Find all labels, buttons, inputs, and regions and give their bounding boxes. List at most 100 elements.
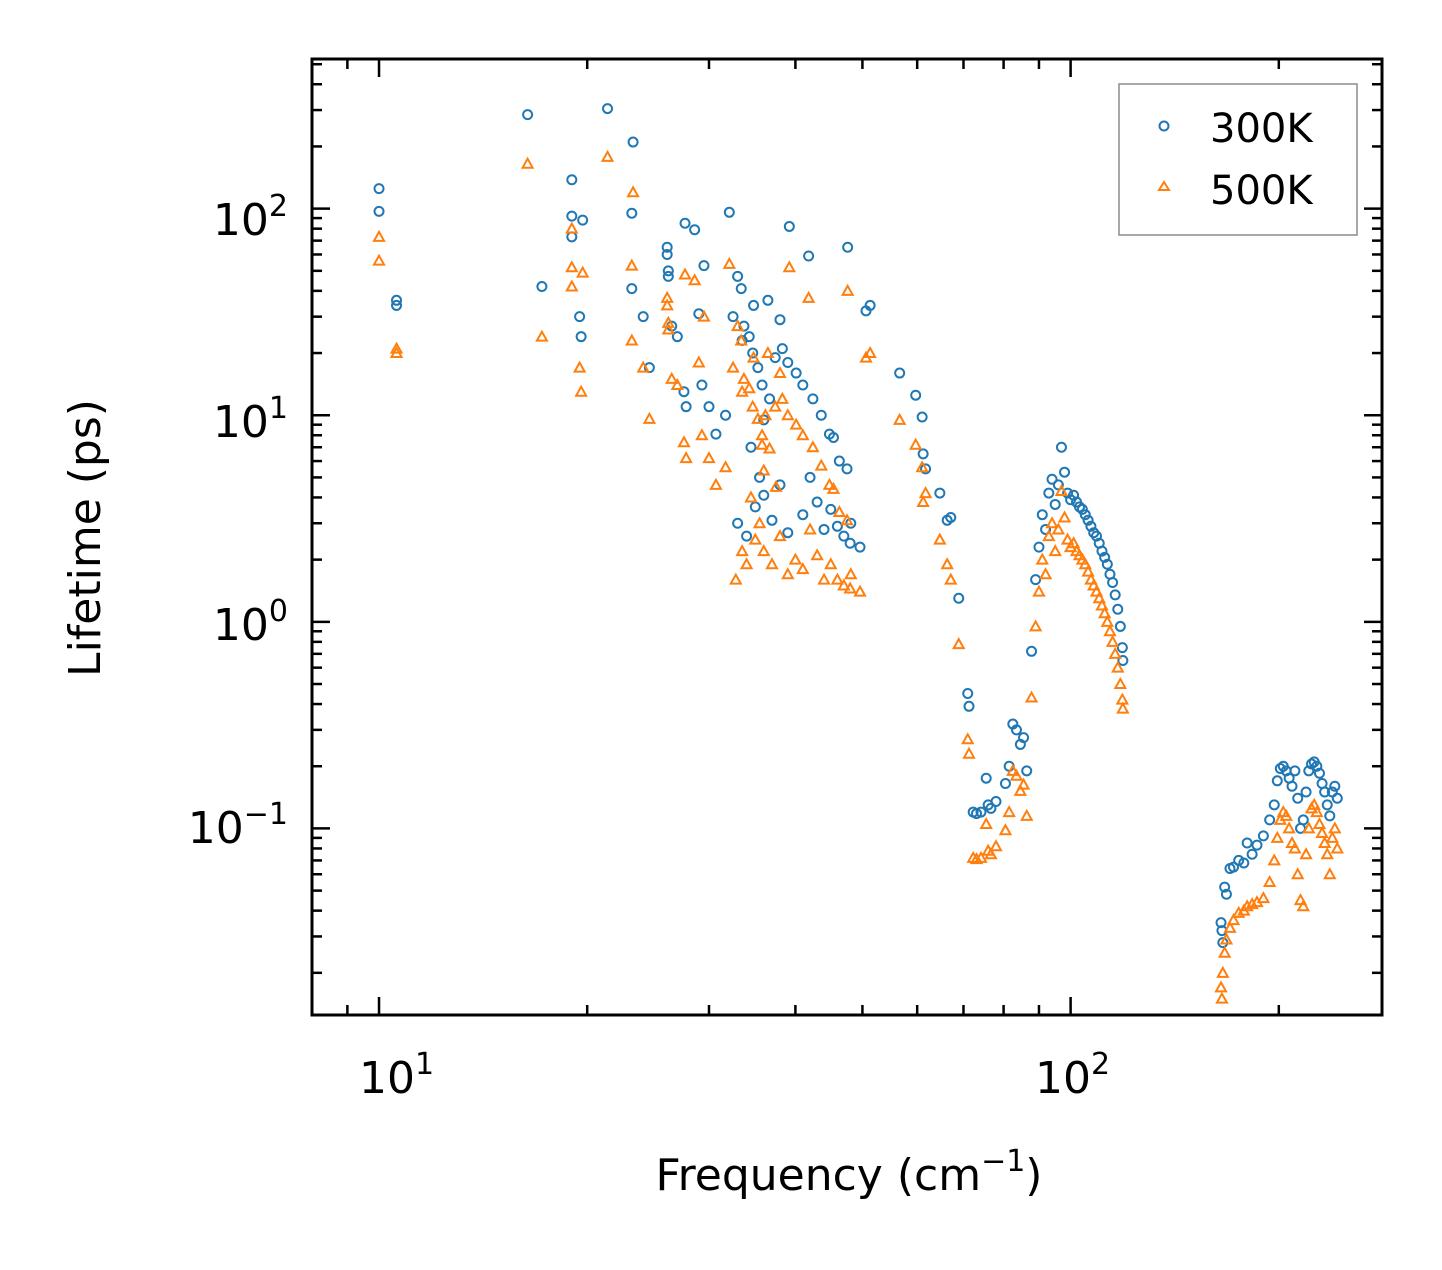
- point-300k-36: [735, 283, 747, 295]
- point-500k-28: [679, 451, 693, 464]
- point-500k-86: [758, 408, 773, 421]
- point-300k-71: [811, 496, 823, 508]
- point-300k-138: [1112, 603, 1124, 615]
- y-tick-label-1: 100: [213, 594, 288, 651]
- point-500k-123: [1054, 483, 1069, 496]
- point-300k-27: [678, 386, 690, 398]
- point-500k-95: [940, 557, 954, 570]
- point-500k-72: [803, 522, 817, 535]
- point-500k-154: [1231, 905, 1246, 918]
- point-300k-112: [1036, 509, 1048, 521]
- point-500k-73: [810, 548, 824, 561]
- point-500k-170: [1293, 893, 1308, 906]
- point-500k-9: [572, 360, 587, 373]
- point-300k-163: [1289, 765, 1301, 777]
- point-500k-168: [1288, 841, 1302, 854]
- point-500k-99: [962, 746, 976, 759]
- point-500k-120: [1045, 516, 1059, 529]
- point-300k-28: [680, 401, 692, 413]
- point-300k-124: [1073, 501, 1085, 513]
- point-300k-139: [1114, 620, 1126, 632]
- point-500k-114: [1024, 690, 1039, 703]
- point-300k-153: [1251, 839, 1263, 851]
- point-500k-172: [1299, 847, 1313, 860]
- point-500k-67: [765, 557, 779, 570]
- point-300k-13: [626, 207, 638, 219]
- point-500k-11: [575, 265, 590, 278]
- point-300k-179: [1331, 792, 1343, 804]
- axis-ticks: [310, 59, 1382, 1015]
- point-500k-162: [1270, 830, 1284, 843]
- y-tick-label-10: 101: [213, 391, 288, 448]
- point-500k-112: [1016, 777, 1031, 790]
- point-500k-57: [844, 567, 858, 580]
- point-300k-86: [916, 411, 928, 423]
- legend-label-500k: 500K: [1210, 168, 1314, 214]
- x-tick-label-10: 101: [359, 1047, 434, 1104]
- point-300k-152: [1246, 848, 1258, 860]
- point-500k-152: [1223, 920, 1237, 933]
- point-500k-66: [757, 544, 771, 557]
- legend-marker-300k: [1158, 120, 1170, 132]
- point-300k-169: [1306, 758, 1317, 770]
- point-500k-113: [1020, 808, 1034, 821]
- point-300k-108: [1021, 765, 1033, 777]
- point-500k-19: [660, 298, 674, 311]
- point-500k-24: [678, 267, 692, 280]
- point-300k-62: [741, 530, 753, 542]
- point-500k-156: [1240, 899, 1254, 912]
- point-300k-93: [962, 687, 974, 699]
- point-500k-171: [1296, 899, 1310, 912]
- point-300k-68: [782, 527, 794, 539]
- point-500k-65: [752, 516, 767, 529]
- point-500k-10: [574, 384, 588, 397]
- point-500k-169: [1291, 867, 1305, 880]
- point-500k-157: [1245, 897, 1259, 910]
- point-500k-144: [1113, 676, 1128, 690]
- point-300k-18: [661, 241, 673, 253]
- point-500k-94: [933, 532, 947, 545]
- point-300k-78: [774, 314, 786, 326]
- point-300k-125: [1076, 503, 1088, 515]
- point-500k-98: [961, 732, 975, 745]
- point-500k-53: [826, 481, 841, 494]
- point-500k-165: [1279, 808, 1293, 821]
- point-500k-160: [1262, 875, 1277, 888]
- point-300k-111: [1033, 541, 1045, 553]
- point-500k-40: [746, 399, 760, 412]
- y-tick-label-100: 102: [213, 189, 288, 246]
- point-300k-119: [1059, 466, 1071, 478]
- point-300k-105: [1010, 724, 1022, 736]
- point-300k-77: [783, 220, 795, 232]
- point-500k-7: [565, 260, 579, 273]
- point-500k-161: [1267, 853, 1281, 866]
- point-300k-20: [662, 265, 674, 277]
- point-500k-12: [600, 149, 615, 162]
- point-500k-177: [1312, 816, 1327, 830]
- point-500k-97: [952, 637, 966, 650]
- point-300k-25: [689, 224, 701, 236]
- point-500k-143: [1111, 660, 1125, 673]
- point-300k-172: [1313, 767, 1325, 779]
- point-300k-37: [727, 311, 739, 323]
- point-500k-44: [768, 399, 782, 412]
- x-axis-label: Frequency (cm−1): [656, 1144, 1043, 1201]
- y-tick-labels: 10−1 100 101 102: [188, 189, 288, 854]
- point-500k-4: [520, 156, 535, 169]
- point-300k-151: [1241, 837, 1253, 849]
- point-500k-183: [1328, 821, 1342, 834]
- point-500k-32: [709, 477, 723, 490]
- plot-frame: [310, 57, 1384, 1017]
- point-300k-70: [804, 471, 816, 483]
- point-500k-39: [742, 381, 756, 394]
- point-500k-181: [1323, 867, 1337, 880]
- point-300k-51: [815, 409, 827, 421]
- point-500k-140: [1103, 624, 1117, 637]
- point-500k-150: [1217, 945, 1232, 958]
- point-300k-97: [975, 806, 987, 818]
- point-300k-178: [1329, 780, 1341, 792]
- point-500k-149: [1216, 965, 1230, 978]
- point-300k-43: [764, 393, 776, 405]
- point-300k-54: [833, 455, 845, 467]
